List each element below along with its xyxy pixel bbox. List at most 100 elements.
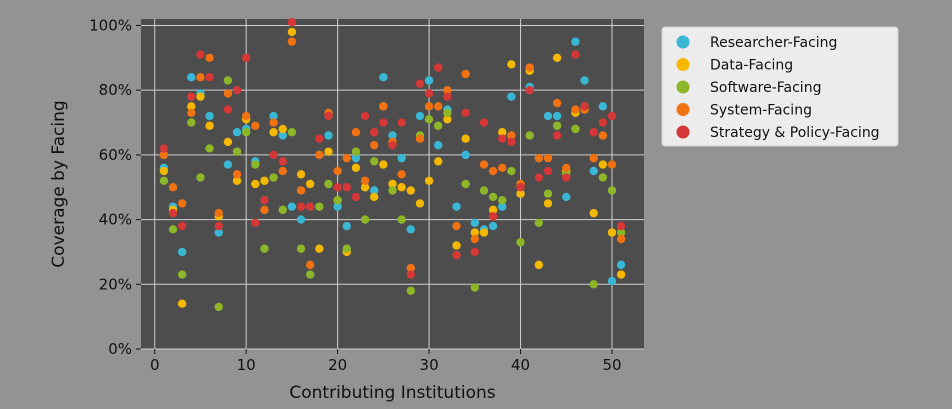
data-point	[360, 215, 370, 224]
data-point	[251, 179, 260, 189]
data-point	[616, 270, 626, 279]
data-point	[589, 153, 598, 163]
data-point	[379, 160, 388, 169]
data-point	[351, 192, 361, 202]
data-point	[187, 108, 196, 118]
data-point	[589, 280, 598, 289]
data-point	[607, 228, 617, 237]
y-tick-label: 20%	[99, 275, 132, 293]
data-point	[434, 102, 443, 111]
data-point	[434, 121, 443, 130]
data-point	[223, 137, 233, 147]
legend-label: System-Facing	[710, 103, 812, 119]
data-point	[424, 115, 434, 124]
data-point	[516, 238, 525, 247]
x-axis-title: Contributing Institutions	[289, 383, 495, 403]
data-point	[205, 53, 214, 63]
data-point	[278, 205, 287, 215]
data-point	[607, 160, 617, 169]
data-point	[616, 221, 626, 231]
data-point	[168, 183, 178, 192]
data-point	[370, 192, 379, 202]
data-point	[424, 102, 434, 111]
data-point	[223, 160, 233, 169]
data-point	[324, 147, 333, 156]
data-point	[470, 283, 480, 292]
data-point	[159, 144, 169, 153]
data-point	[168, 225, 178, 234]
data-point	[488, 221, 498, 231]
data-point	[525, 85, 534, 95]
data-point	[360, 183, 370, 192]
data-point	[443, 108, 452, 118]
data-point	[488, 166, 498, 176]
data-point	[342, 221, 351, 231]
data-point	[223, 105, 233, 114]
x-tick-label: 20	[328, 356, 347, 374]
data-point	[214, 208, 223, 218]
data-point	[470, 234, 480, 244]
data-point	[580, 76, 589, 85]
data-point	[315, 202, 324, 211]
data-point	[552, 131, 562, 140]
data-point	[324, 111, 333, 121]
y-tick-label: 100%	[89, 16, 132, 34]
data-point	[498, 202, 507, 211]
data-point	[406, 263, 415, 273]
data-point	[552, 53, 562, 63]
data-point	[205, 73, 214, 82]
data-point	[305, 202, 315, 211]
data-point	[543, 111, 553, 121]
legend-label: Researcher-Facing	[710, 35, 837, 51]
data-point	[241, 128, 251, 137]
data-point	[525, 131, 534, 140]
data-point	[397, 215, 406, 224]
data-point	[232, 128, 242, 137]
data-point	[287, 37, 297, 46]
data-point	[552, 98, 562, 108]
data-point	[543, 189, 553, 198]
data-point	[607, 111, 617, 121]
data-point	[452, 221, 461, 231]
data-point	[434, 63, 443, 72]
data-point	[498, 134, 507, 143]
data-point	[287, 202, 297, 211]
data-point	[196, 50, 205, 59]
data-point	[333, 183, 342, 192]
data-point	[278, 131, 287, 140]
data-point	[488, 192, 498, 202]
data-point	[251, 160, 260, 169]
data-point	[260, 205, 269, 215]
data-point	[589, 166, 598, 176]
data-point	[187, 92, 196, 101]
data-point	[607, 276, 617, 286]
data-point	[498, 163, 507, 173]
data-point	[360, 176, 370, 185]
legend: Researcher-Facing Data-Facing Software-Fac…	[661, 26, 899, 147]
data-point	[278, 166, 287, 176]
data-point	[342, 153, 351, 163]
data-point	[452, 241, 461, 250]
legend-marker	[676, 80, 690, 94]
data-point	[461, 179, 470, 189]
data-point	[333, 202, 342, 211]
data-point	[287, 18, 297, 27]
data-point	[507, 92, 516, 101]
data-point	[534, 153, 544, 163]
data-point	[251, 121, 260, 130]
data-point	[598, 160, 608, 169]
data-point	[296, 202, 306, 211]
data-point	[187, 118, 196, 127]
data-point	[351, 153, 361, 163]
legend-label: Data-Facing	[710, 58, 793, 74]
data-point	[607, 186, 617, 195]
legend-marker	[676, 35, 690, 49]
data-point	[324, 131, 333, 140]
data-point	[397, 170, 406, 179]
data-point	[351, 128, 361, 137]
data-point	[488, 212, 498, 221]
data-point	[443, 85, 452, 95]
y-tick-label: 80%	[99, 81, 132, 99]
data-point	[434, 157, 443, 166]
